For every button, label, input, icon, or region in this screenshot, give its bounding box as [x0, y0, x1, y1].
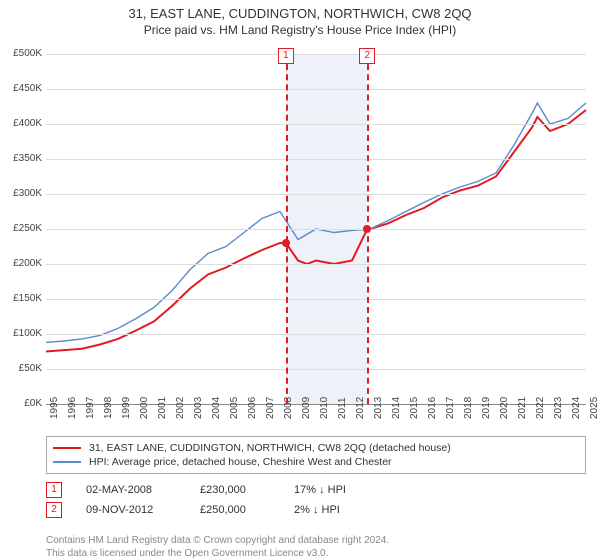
gridline — [46, 159, 586, 160]
y-axis-label: £500K — [0, 48, 42, 59]
y-axis-label: £150K — [0, 293, 42, 304]
x-axis-label: 2000 — [139, 397, 150, 419]
gridline — [46, 369, 586, 370]
sale-price: £250,000 — [200, 504, 270, 516]
legend-row: HPI: Average price, detached house, Ches… — [53, 455, 579, 469]
x-axis-label: 2021 — [517, 397, 528, 419]
gridline — [46, 124, 586, 125]
footer-line-1: Contains HM Land Registry data © Crown c… — [46, 535, 389, 548]
x-axis-label: 2014 — [391, 397, 402, 419]
sales-list: 1 02-MAY-2008 £230,000 17% ↓ HPI 2 09-NOV-201… — [46, 482, 346, 522]
x-axis-label: 2008 — [283, 397, 294, 419]
sale-row: 1 02-MAY-2008 £230,000 17% ↓ HPI — [46, 482, 346, 498]
x-axis-label: 2019 — [481, 397, 492, 419]
gridline — [46, 229, 586, 230]
sale-dot — [363, 225, 371, 233]
x-axis-label: 2004 — [211, 397, 222, 419]
y-axis-label: £50K — [0, 363, 42, 374]
series-line — [46, 110, 586, 352]
x-axis-label: 2013 — [373, 397, 384, 419]
gridline — [46, 54, 586, 55]
x-axis-label: 2023 — [553, 397, 564, 419]
x-axis-label: 1999 — [121, 397, 132, 419]
y-axis-label: £300K — [0, 188, 42, 199]
x-axis-label: 2010 — [319, 397, 330, 419]
legend-box: 31, EAST LANE, CUDDINGTON, NORTHWICH, CW… — [46, 436, 586, 474]
x-axis-label: 2011 — [337, 397, 348, 419]
x-axis-label: 2001 — [157, 397, 168, 419]
x-axis-label: 2005 — [229, 397, 240, 419]
y-axis-label: £400K — [0, 118, 42, 129]
x-axis-label: 1996 — [67, 397, 78, 419]
x-axis-label: 2017 — [445, 397, 456, 419]
legend-swatch — [53, 461, 81, 463]
x-axis-label: 2015 — [409, 397, 420, 419]
gridline — [46, 299, 586, 300]
series-line — [46, 103, 586, 342]
x-axis-label: 2012 — [355, 397, 366, 419]
sale-marker-number: 1 — [278, 48, 294, 64]
page-subtitle: Price paid vs. HM Land Registry's House … — [0, 23, 600, 37]
x-axis-label: 2007 — [265, 397, 276, 419]
y-axis-label: £200K — [0, 258, 42, 269]
sale-delta: 17% ↓ HPI — [294, 484, 346, 496]
x-axis-label: 2018 — [463, 397, 474, 419]
x-axis-label: 1998 — [103, 397, 114, 419]
footer-line-2: This data is licensed under the Open Gov… — [46, 548, 389, 560]
y-axis-label: £100K — [0, 328, 42, 339]
sale-marker-number: 2 — [359, 48, 375, 64]
legend-label: 31, EAST LANE, CUDDINGTON, NORTHWICH, CW… — [89, 442, 451, 454]
legend-swatch — [53, 447, 81, 449]
sale-date: 02-MAY-2008 — [86, 484, 176, 496]
legend-label: HPI: Average price, detached house, Ches… — [89, 456, 392, 468]
footer-text: Contains HM Land Registry data © Crown c… — [46, 535, 389, 560]
sale-row: 2 09-NOV-2012 £250,000 2% ↓ HPI — [46, 502, 346, 518]
x-axis-label: 1997 — [85, 397, 96, 419]
x-axis-label: 2003 — [193, 397, 204, 419]
y-axis-label: £450K — [0, 83, 42, 94]
page-title: 31, EAST LANE, CUDDINGTON, NORTHWICH, CW… — [0, 6, 600, 21]
sale-delta: 2% ↓ HPI — [294, 504, 340, 516]
x-axis-label: 2022 — [535, 397, 546, 419]
sale-number-box: 1 — [46, 482, 62, 498]
y-axis-label: £0K — [0, 398, 42, 409]
sale-dot — [282, 239, 290, 247]
gridline — [46, 89, 586, 90]
x-axis-label: 2024 — [571, 397, 582, 419]
x-axis-label: 2002 — [175, 397, 186, 419]
sale-price: £230,000 — [200, 484, 270, 496]
legend-row: 31, EAST LANE, CUDDINGTON, NORTHWICH, CW… — [53, 441, 579, 455]
x-axis-label: 2006 — [247, 397, 258, 419]
gridline — [46, 264, 586, 265]
sale-number-box: 2 — [46, 502, 62, 518]
price-chart: £0K£50K£100K£150K£200K£250K£300K£350K£40… — [46, 54, 586, 405]
gridline — [46, 194, 586, 195]
sale-date: 09-NOV-2012 — [86, 504, 176, 516]
gridline — [46, 334, 586, 335]
x-axis-label: 2025 — [589, 397, 600, 419]
x-axis-label: 2020 — [499, 397, 510, 419]
y-axis-label: £350K — [0, 153, 42, 164]
y-axis-label: £250K — [0, 223, 42, 234]
x-axis-label: 2016 — [427, 397, 438, 419]
x-axis-label: 2009 — [301, 397, 312, 419]
x-axis-label: 1995 — [49, 397, 60, 419]
sale-marker-line — [286, 54, 288, 404]
